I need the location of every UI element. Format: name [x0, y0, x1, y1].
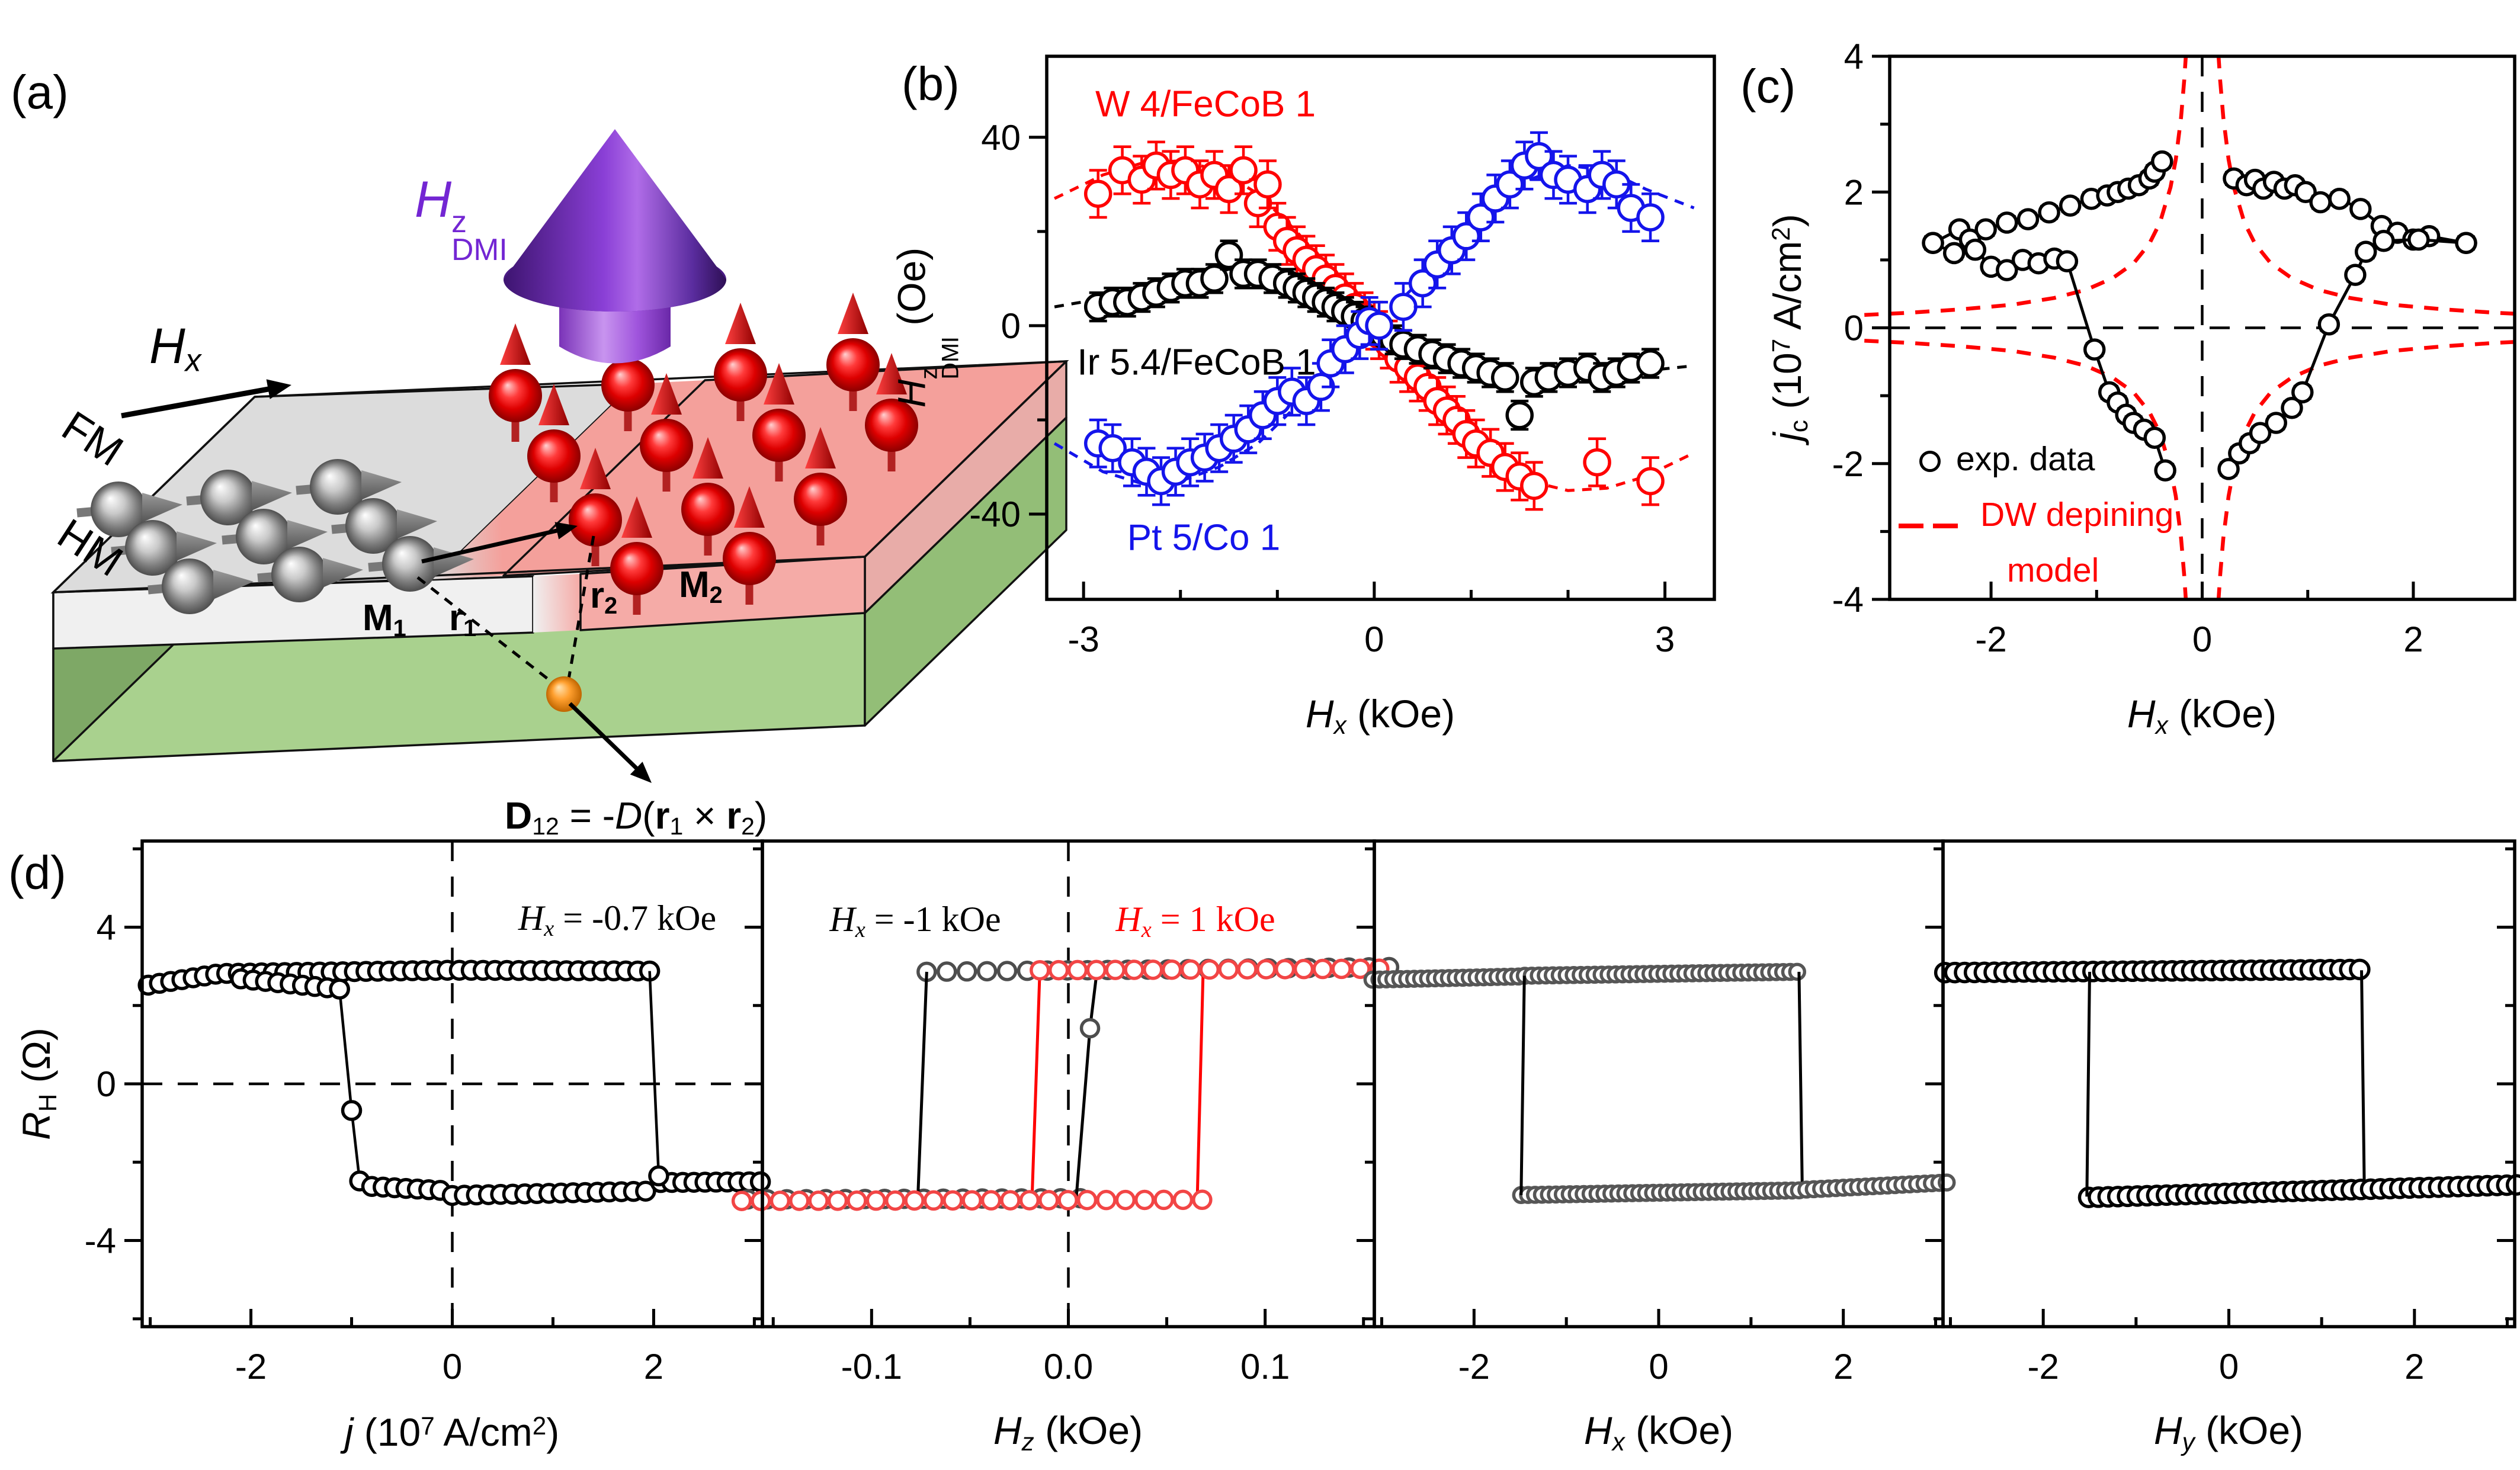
exp-data-marker-icon: [1919, 450, 1941, 472]
svg-text:2: 2: [644, 1347, 663, 1386]
svg-text:0: 0: [97, 1064, 116, 1104]
panel-b-series: [1053, 131, 1695, 511]
svg-text:4: 4: [97, 907, 116, 947]
panel-d4-series: [1934, 958, 2520, 1209]
panel-d4-axes: -2 0 2: [1925, 839, 2516, 1386]
svg-text:0.1: 0.1: [1240, 1347, 1290, 1386]
panel-d-label: (d): [8, 846, 66, 899]
svg-text:-2: -2: [235, 1347, 267, 1386]
panel-d3-axes: -2 0 2: [1357, 839, 1945, 1386]
svg-text:-0.1: -0.1: [841, 1347, 902, 1386]
panel-d2-series: [731, 841, 1400, 1327]
svg-text:-2: -2: [1832, 444, 1864, 484]
svg-text:0: 0: [443, 1347, 462, 1386]
annotation-hx-neg1: Hx = -1 kOe: [829, 900, 1001, 942]
svg-text:3: 3: [1655, 620, 1675, 659]
panel-c-x-axis-title: Hx (kOe): [2127, 692, 2277, 739]
svg-text:-3: -3: [1067, 620, 1099, 659]
legend-exp-data: exp. data: [1919, 439, 2095, 479]
svg-text:-2: -2: [1458, 1347, 1490, 1386]
inplane-spin-spheres: [76, 459, 474, 614]
svg-text:0.0: 0.0: [1044, 1347, 1093, 1386]
svg-text:2: 2: [1833, 1347, 1853, 1386]
svg-text:-4: -4: [85, 1221, 116, 1261]
legend-dw-model-line1: DW depining: [1899, 495, 2173, 537]
svg-text:4: 4: [1844, 37, 1864, 76]
series-label-ir-fecob: Ir 5.4/FeCoB 1: [1077, 342, 1316, 383]
panel-d-y-axis-title: RH (Ω): [14, 1028, 62, 1140]
series-label-w-fecob: W 4/FeCoB 1: [1095, 84, 1316, 125]
panel-a-label: (a): [11, 66, 69, 118]
annotation-hx-pos1: Hx = 1 kOe: [1115, 900, 1275, 942]
panel-d2-x-axis-title: Hz (kOe): [993, 1408, 1143, 1456]
svg-text:0: 0: [1649, 1347, 1668, 1386]
m2-label: M2: [679, 564, 723, 608]
panel-b-axes: -3 0 3 -40 0 40: [969, 54, 1716, 659]
series-label-pt-co: Pt 5/Co 1: [1127, 517, 1281, 559]
panel-d1-x-axis-title: j (107 A/cm2): [344, 1410, 560, 1454]
svg-text:-4: -4: [1832, 580, 1864, 620]
h-x-field-label: Hx: [149, 318, 201, 378]
panel-d2-axes: -0.1 0.0 0.1: [745, 839, 1376, 1386]
panel-c-series: [1864, 56, 2520, 600]
svg-text:2: 2: [2404, 1347, 2424, 1386]
dmi-field-cone: [504, 129, 726, 364]
hm-atom-sphere: [546, 676, 582, 712]
svg-text:-2: -2: [2028, 1347, 2059, 1386]
panel-d4-x-axis-title: Hy (kOe): [2153, 1408, 2304, 1456]
r1-label: r1: [449, 598, 477, 641]
panel-c-label: (c): [1740, 60, 1796, 113]
r2-label: r2: [590, 575, 618, 619]
svg-text:-40: -40: [969, 495, 1021, 534]
svg-text:0: 0: [1001, 306, 1021, 346]
svg-text:-2: -2: [1975, 620, 2006, 659]
svg-text:0: 0: [1844, 309, 1864, 348]
dmi-equation: D12 = -D(r1 × r2): [505, 794, 768, 840]
legend-dw-model-line2: model: [2007, 551, 2099, 589]
panel-d3-x-axis-title: Hx (kOe): [1583, 1408, 1734, 1456]
svg-text:0: 0: [1364, 620, 1384, 659]
svg-text:0: 0: [2219, 1347, 2239, 1386]
svg-text:2: 2: [2403, 620, 2423, 659]
panel-c-axes: -2 0 2 -4 -2 0 2 4: [1832, 37, 2516, 659]
annotation-arrows: [121, 379, 652, 783]
out-of-plane-spin-spheres: [489, 293, 918, 615]
svg-text:0: 0: [2192, 620, 2212, 659]
m1-label: M1: [363, 598, 406, 641]
panel-d1-series: [137, 841, 771, 1327]
annotation-hx-neg07: Hx = -0.7 kOe: [518, 898, 717, 941]
red-dash-icon: [1899, 498, 1967, 537]
panel-c-y-axis-title: jc (107 A/cm2): [1765, 214, 1813, 441]
panel-b-label: (b): [902, 57, 960, 110]
panel-d3-series: [1363, 962, 1956, 1205]
panel-b-x-axis-title: Hx (kOe): [1305, 692, 1455, 739]
svg-text:40: 40: [981, 118, 1021, 158]
svg-text:2: 2: [1844, 172, 1864, 212]
panel-a-schematic: [50, 129, 1069, 783]
